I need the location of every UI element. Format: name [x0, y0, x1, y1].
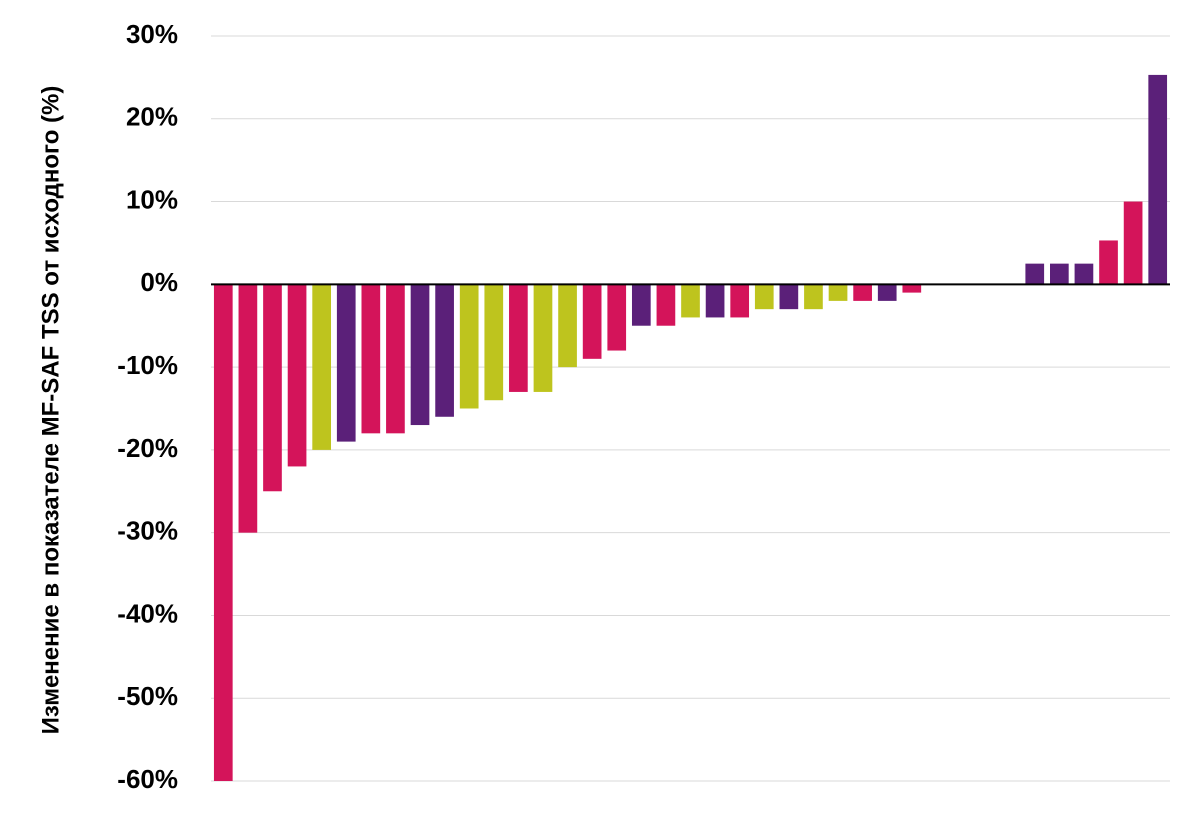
y-tick-labels: 30% 20% 10% 0% -10% -20% -30% -40% -50% -60%: [117, 19, 178, 794]
bar: [238, 284, 258, 533]
bar: [1025, 263, 1045, 285]
bar: [213, 284, 233, 781]
bar: [902, 284, 922, 293]
bar: [853, 284, 872, 301]
bar: [877, 284, 897, 301]
bars: [213, 74, 1168, 781]
bar: [582, 284, 602, 359]
y-tick-label: -50%: [117, 681, 178, 711]
bar: [607, 284, 627, 351]
bar: [336, 284, 356, 442]
bar: [804, 284, 823, 310]
bar: [631, 284, 651, 326]
bar: [1099, 240, 1118, 285]
bar: [1123, 201, 1143, 285]
y-tick-label: 10%: [126, 184, 178, 214]
bar: [435, 284, 454, 417]
y-tick-label: -10%: [117, 350, 178, 380]
bar: [361, 284, 381, 434]
y-tick-label: 0%: [140, 267, 178, 297]
y-tick-label: 30%: [126, 19, 178, 49]
y-axis-title-group: Изменение в показателе MF-SAF TSS от исх…: [37, 86, 64, 735]
bar: [533, 284, 553, 392]
bar: [263, 284, 282, 492]
bar: [705, 284, 725, 318]
bar: [681, 284, 700, 318]
y-tick-label: -20%: [117, 433, 178, 463]
y-axis-title: Изменение в показателе MF-SAF TSS от исх…: [37, 86, 64, 735]
bar: [459, 284, 479, 409]
bar: [386, 284, 405, 434]
bar: [410, 284, 430, 426]
bar: [828, 284, 848, 301]
bar: [779, 284, 799, 310]
bar: [312, 284, 331, 450]
bar: [484, 284, 504, 401]
bar: [656, 284, 676, 326]
bar: [1050, 263, 1069, 285]
bar: [287, 284, 307, 467]
bar: [1148, 74, 1168, 285]
bar: [1074, 263, 1094, 285]
bar: [509, 284, 528, 392]
bar: [558, 284, 577, 368]
bar: [730, 284, 750, 318]
y-tick-label: -30%: [117, 516, 178, 546]
bar: [754, 284, 774, 310]
y-tick-label: -60%: [117, 764, 178, 794]
y-tick-label: -40%: [117, 598, 178, 628]
y-tick-label: 20%: [126, 102, 178, 132]
